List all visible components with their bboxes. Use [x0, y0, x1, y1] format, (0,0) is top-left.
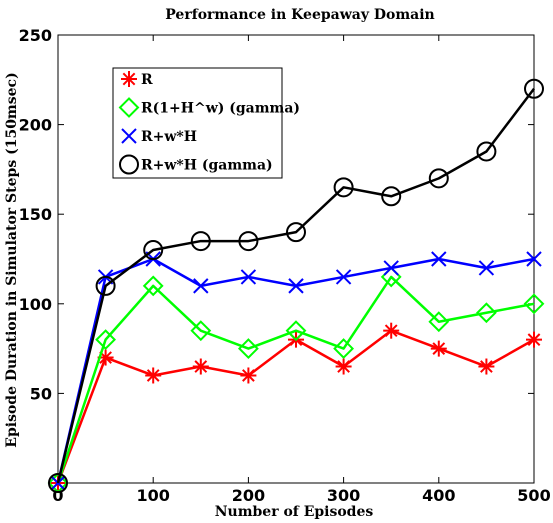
legend-marker [121, 128, 137, 144]
x-tick-label: 400 [422, 486, 455, 505]
y-axis-label: Episode Duration in Simulator Steps (150… [4, 72, 20, 447]
legend-item: R [121, 71, 153, 88]
data-point-marker [335, 269, 352, 285]
series-layer [47, 78, 545, 494]
legend-marker [118, 97, 140, 118]
legend-marker [121, 71, 137, 87]
data-point-marker [238, 231, 259, 252]
data-point-marker [48, 473, 68, 493]
legend-box [112, 67, 283, 179]
data-point-marker [190, 320, 212, 342]
legend-marker [119, 154, 139, 175]
series-line [56, 257, 535, 484]
data-point-marker [383, 260, 399, 276]
x-axis-label: Number of Episodes [215, 504, 374, 520]
data-point-marker [192, 358, 209, 375]
x-tick-label: 100 [136, 486, 169, 505]
data-point-marker [286, 222, 306, 243]
data-point-marker [381, 186, 402, 207]
data-point-marker [237, 338, 259, 360]
series-1 [50, 322, 542, 491]
data-point-marker [285, 320, 307, 342]
series-4 [48, 78, 544, 493]
data-point-marker [523, 293, 545, 315]
axis-ticks: 0 100 200 300 400 500 50 100 150 200 250 [19, 26, 551, 505]
legend-item: R+w*H (gamma) [119, 154, 273, 175]
data-point-marker [193, 278, 209, 294]
y-tick-label: 200 [19, 116, 52, 135]
y-tick-label: 100 [19, 295, 52, 314]
data-point-marker [476, 141, 497, 162]
chart-title: Performance in Keepaway Domain [165, 7, 434, 23]
data-point-marker [95, 329, 117, 351]
data-point-marker [240, 367, 257, 384]
data-point-marker [431, 251, 447, 267]
data-point-marker [383, 322, 400, 339]
data-point-marker [333, 338, 355, 360]
y-tick-label: 50 [30, 384, 52, 403]
x-tick-label: 300 [327, 486, 360, 505]
data-point-marker [95, 275, 116, 296]
series-line [56, 329, 535, 484]
x-tick-label: 0 [52, 486, 63, 505]
data-point-marker [478, 358, 495, 375]
legend-label: R+w*H (gamma) [141, 158, 273, 174]
legend-label: R(1+H^w) (gamma) [141, 101, 300, 117]
data-point-marker [526, 331, 542, 348]
x-tick-label: 500 [517, 486, 550, 505]
data-point-marker [190, 231, 211, 252]
x-tick-label: 200 [232, 486, 265, 505]
data-point-marker [240, 269, 257, 285]
legend-item: R(1+H^w) (gamma) [118, 97, 300, 118]
legend-item: R+w*H [121, 128, 197, 145]
data-point-marker [524, 78, 544, 99]
series-line [56, 275, 535, 484]
series-2 [47, 266, 545, 494]
data-point-marker [288, 278, 304, 294]
data-point-marker [428, 311, 450, 333]
data-point-marker [333, 177, 354, 198]
data-point-marker [335, 358, 352, 375]
data-point-marker [526, 251, 542, 267]
y-tick-label: 150 [19, 205, 52, 224]
legend-label: R [141, 72, 153, 88]
data-point-marker [478, 260, 495, 276]
y-tick-label: 250 [19, 26, 52, 45]
data-point-marker [142, 275, 164, 297]
series-line [56, 88, 535, 484]
legend-label: R+w*H [141, 129, 197, 145]
data-point-marker [475, 302, 497, 324]
data-point-marker [145, 367, 162, 384]
data-point-marker [428, 168, 449, 189]
series-3 [50, 251, 542, 491]
data-point-marker [143, 240, 164, 261]
legend: R R(1+H^w) (gamma) R+w*H R+w*H (gamma) [112, 67, 300, 179]
data-point-marker [430, 340, 447, 357]
